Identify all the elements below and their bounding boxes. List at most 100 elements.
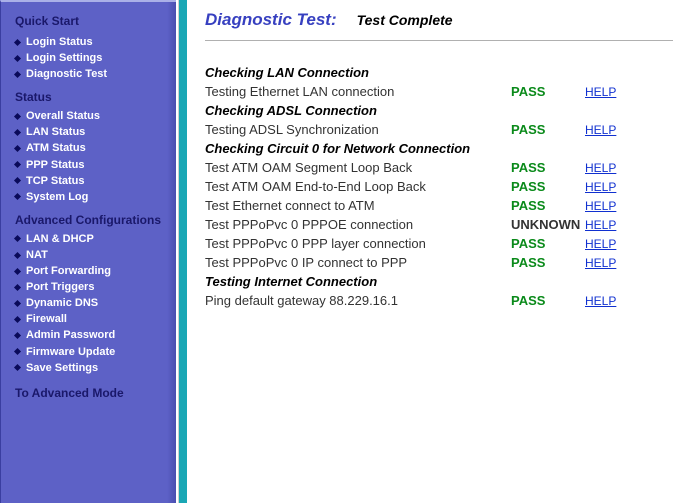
test-name: Testing ADSL Synchronization — [205, 120, 511, 139]
bullet-icon — [14, 300, 21, 307]
sidebar-item-port-forwarding[interactable]: Port Forwarding — [1, 263, 176, 279]
bullet-icon — [14, 161, 21, 168]
sidebar-item-diagnostic-test[interactable]: Diagnostic Test — [1, 66, 176, 82]
sidebar-item-label: Login Settings — [26, 52, 102, 64]
sidebar-item-label: Dynamic DNS — [26, 297, 98, 309]
sidebar-item-system-log[interactable]: System Log — [1, 189, 176, 205]
sidebar-item-atm-status[interactable]: ATM Status — [1, 140, 176, 156]
bullet-icon — [14, 55, 21, 62]
sidebar-item-login-status[interactable]: Login Status — [1, 34, 176, 50]
sidebar-item-label: Port Triggers — [26, 281, 94, 293]
test-status: PASS — [511, 234, 585, 253]
sidebar-item-label: Diagnostic Test — [26, 68, 107, 80]
page-subtitle: Test Complete — [357, 12, 453, 28]
sidebar: Quick Start Login Status Login Settings Di… — [0, 0, 176, 503]
sidebar-item-login-settings[interactable]: Login Settings — [1, 50, 176, 66]
sidebar-item-label: PPP Status — [26, 159, 85, 171]
help-link[interactable]: HELP — [585, 123, 616, 137]
sidebar-item-label: LAN Status — [26, 126, 85, 138]
sidebar-item-label: Overall Status — [26, 110, 100, 122]
sidebar-header-status: Status — [1, 82, 176, 108]
bullet-icon — [14, 332, 21, 339]
test-row: Test PPPoPvc 0 PPPOE connectionUNKNOWNHE… — [205, 215, 673, 234]
help-link[interactable]: HELP — [585, 294, 616, 308]
test-name: Test PPPoPvc 0 PPPOE connection — [205, 215, 511, 234]
test-row: Testing Ethernet LAN connectionPASSHELP — [205, 82, 673, 101]
sidebar-item-dynamic-dns[interactable]: Dynamic DNS — [1, 295, 176, 311]
sidebar-item-overall-status[interactable]: Overall Status — [1, 108, 176, 124]
test-row: Test PPPoPvc 0 PPP layer connectionPASSH… — [205, 234, 673, 253]
bullet-icon — [14, 348, 21, 355]
main-content: Diagnostic Test: Test Complete Checking … — [187, 0, 673, 503]
sidebar-item-port-triggers[interactable]: Port Triggers — [1, 279, 176, 295]
sidebar-item-label: ATM Status — [26, 143, 86, 155]
test-section-header: Checking Circuit 0 for Network Connectio… — [205, 139, 673, 158]
sidebar-item-label: Admin Password — [26, 330, 115, 342]
test-row: Test Ethernet connect to ATMPASSHELP — [205, 196, 673, 215]
help-link[interactable]: HELP — [585, 218, 616, 232]
sidebar-item-label: NAT — [26, 249, 48, 261]
sidebar-item-label: Firmware Update — [26, 346, 115, 358]
help-link[interactable]: HELP — [585, 199, 616, 213]
help-link[interactable]: HELP — [585, 256, 616, 270]
test-status: PASS — [511, 291, 585, 310]
to-advanced-mode-link[interactable]: To Advanced Mode — [1, 376, 176, 404]
test-status: PASS — [511, 196, 585, 215]
sidebar-item-label: Login Status — [26, 36, 93, 48]
test-name: Ping default gateway 88.229.16.1 — [205, 291, 511, 310]
test-status: UNKNOWN — [511, 215, 585, 234]
bullet-icon — [14, 145, 21, 152]
sidebar-item-lan-dhcp[interactable]: LAN & DHCP — [1, 231, 176, 247]
bullet-icon — [14, 316, 21, 323]
bullet-icon — [14, 268, 21, 275]
test-status: PASS — [511, 177, 585, 196]
page-title: Diagnostic Test: — [205, 10, 337, 30]
test-row: Test ATM OAM End-to-End Loop BackPASSHEL… — [205, 177, 673, 196]
test-status: PASS — [511, 253, 585, 272]
bullet-icon — [14, 284, 21, 291]
test-name: Test Ethernet connect to ATM — [205, 196, 511, 215]
test-name: Test ATM OAM Segment Loop Back — [205, 158, 511, 177]
bullet-icon — [14, 129, 21, 136]
sidebar-item-ppp-status[interactable]: PPP Status — [1, 157, 176, 173]
test-section-header: Checking ADSL Connection — [205, 101, 673, 120]
sidebar-header-advanced: Advanced Configurations — [1, 205, 176, 231]
sidebar-item-nat[interactable]: NAT — [1, 247, 176, 263]
sidebar-item-label: LAN & DHCP — [26, 233, 94, 245]
test-status: PASS — [511, 82, 585, 101]
bullet-icon — [14, 71, 21, 78]
test-row: Test ATM OAM Segment Loop BackPASSHELP — [205, 158, 673, 177]
test-section-header: Testing Internet Connection — [205, 272, 673, 291]
bullet-icon — [14, 177, 21, 184]
bullet-icon — [14, 251, 21, 258]
help-link[interactable]: HELP — [585, 180, 616, 194]
bullet-icon — [14, 235, 21, 242]
test-name: Test PPPoPvc 0 IP connect to PPP — [205, 253, 511, 272]
test-name: Test PPPoPvc 0 PPP layer connection — [205, 234, 511, 253]
sidebar-item-save-settings[interactable]: Save Settings — [1, 360, 176, 376]
help-link[interactable]: HELP — [585, 237, 616, 251]
bullet-icon — [14, 193, 21, 200]
bullet-icon — [14, 113, 21, 120]
sidebar-header-quickstart: Quick Start — [1, 8, 176, 34]
help-link[interactable]: HELP — [585, 161, 616, 175]
sidebar-item-firewall[interactable]: Firewall — [1, 311, 176, 327]
sidebar-item-lan-status[interactable]: LAN Status — [1, 124, 176, 140]
sidebar-item-tcp-status[interactable]: TCP Status — [1, 173, 176, 189]
test-section-header: Checking LAN Connection — [205, 63, 673, 82]
diagnostic-table: Checking LAN ConnectionTesting Ethernet … — [205, 63, 673, 310]
test-row: Testing ADSL SynchronizationPASSHELP — [205, 120, 673, 139]
test-row: Test PPPoPvc 0 IP connect to PPPPASSHELP — [205, 253, 673, 272]
teal-stripe — [179, 0, 187, 503]
test-row: Ping default gateway 88.229.16.1PASSHELP — [205, 291, 673, 310]
help-link[interactable]: HELP — [585, 85, 616, 99]
test-status: PASS — [511, 120, 585, 139]
sidebar-item-firmware-update[interactable]: Firmware Update — [1, 344, 176, 360]
bullet-icon — [14, 364, 21, 371]
sidebar-item-label: Port Forwarding — [26, 265, 111, 277]
sidebar-item-label: TCP Status — [26, 175, 84, 187]
sidebar-item-admin-password[interactable]: Admin Password — [1, 327, 176, 343]
test-name: Test ATM OAM End-to-End Loop Back — [205, 177, 511, 196]
test-name: Testing Ethernet LAN connection — [205, 82, 511, 101]
sidebar-item-label: System Log — [26, 191, 88, 203]
